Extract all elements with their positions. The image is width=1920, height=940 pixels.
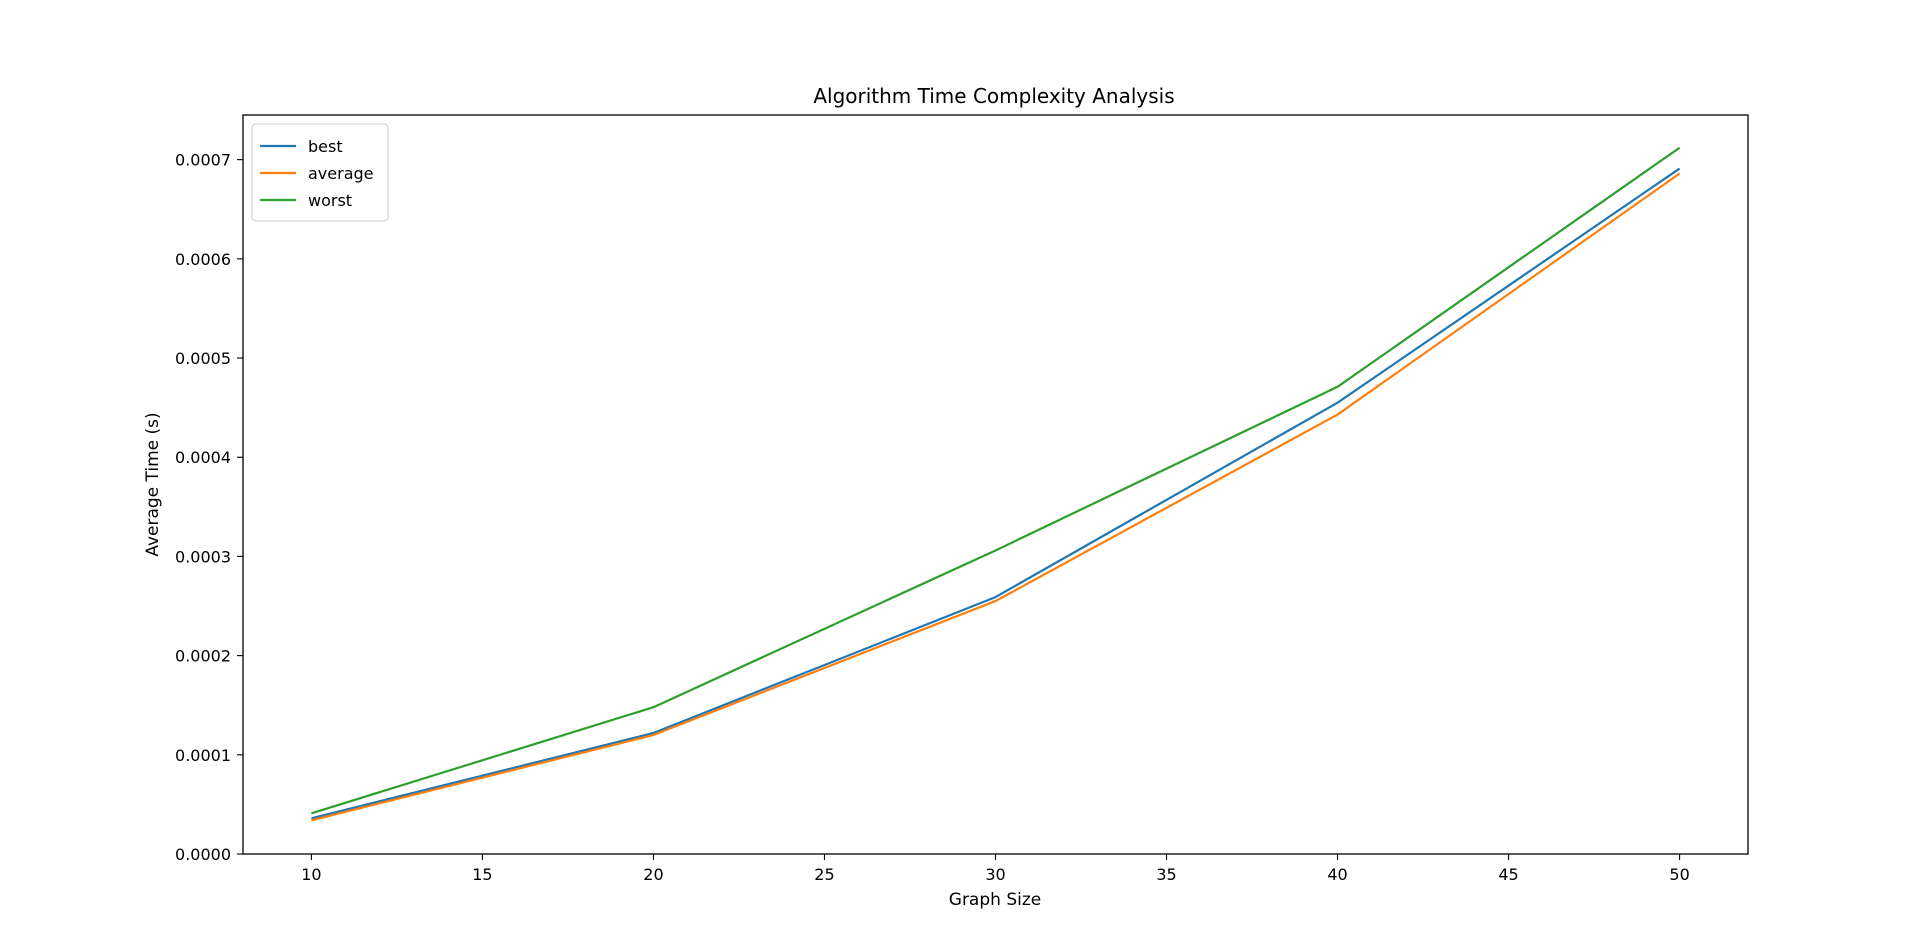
y-tick-label: 0.0004	[175, 448, 231, 467]
x-tick-label: 45	[1498, 865, 1518, 884]
series-layer	[311, 146, 1681, 822]
legend-label-average: average	[308, 164, 374, 183]
y-tick-label: 0.0005	[175, 349, 231, 368]
x-tick-label: 40	[1327, 865, 1347, 884]
y-axis-label: Average Time (s)	[143, 412, 163, 556]
x-tick-label: 30	[985, 865, 1005, 884]
legend-label-best: best	[308, 137, 343, 156]
y-tick-label: 0.0006	[175, 250, 231, 269]
x-axis: 10 15 20 25 30 35 40 45 50	[301, 854, 1690, 884]
series-line-worst	[311, 146, 1681, 815]
x-axis-label: Graph Size	[949, 890, 1041, 910]
series-line-average	[311, 172, 1681, 822]
series-line-best	[311, 167, 1681, 820]
chart-title: Algorithm Time Complexity Analysis	[813, 84, 1174, 108]
x-tick-label: 15	[472, 865, 492, 884]
y-tick-label: 0.0007	[175, 151, 231, 170]
x-tick-label: 10	[301, 865, 321, 884]
x-tick-label: 50	[1669, 865, 1689, 884]
y-tick-label: 0.0003	[175, 547, 231, 566]
y-axis: 0.0000 0.0001 0.0002 0.0003 0.0004 0.0005 0.00…	[175, 151, 243, 864]
x-tick-label: 25	[814, 865, 834, 884]
legend-box	[251, 123, 389, 222]
legend-label-worst: worst	[308, 191, 352, 210]
legend: best average worst	[251, 123, 389, 222]
y-tick-label: 0.0001	[175, 746, 231, 765]
x-tick-label: 35	[1156, 865, 1176, 884]
x-tick-label: 20	[643, 865, 663, 884]
y-tick-label: 0.0000	[175, 845, 231, 864]
y-tick-label: 0.0002	[175, 647, 231, 666]
